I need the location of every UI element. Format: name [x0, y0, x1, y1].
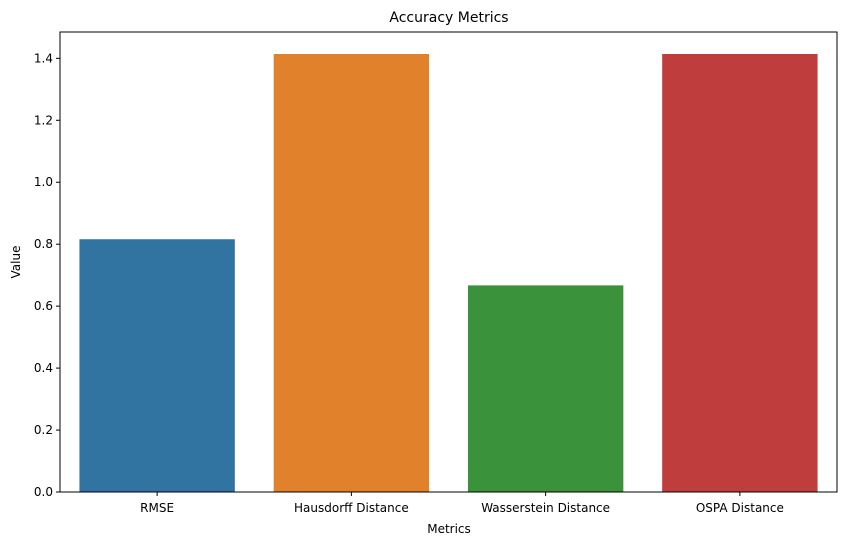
y-axis-label: Value — [9, 246, 23, 279]
plot-frame — [59, 31, 838, 493]
x-tick-label: Hausdorff Distance — [294, 501, 409, 515]
x-tick-label: OSPA Distance — [696, 501, 784, 515]
y-tick-label: 1.4 — [34, 51, 53, 65]
x-tick-label: Wasserstein Distance — [481, 501, 610, 515]
y-tick-label: 1.2 — [34, 113, 53, 127]
chart-title: Accuracy Metrics — [389, 10, 508, 26]
y-tick-label: 0.0 — [34, 485, 53, 499]
bars-group — [79, 53, 818, 493]
y-tick-label: 0.8 — [34, 237, 53, 251]
x-axis: RMSE Hausdorff Distance Wasserstein Distan… — [140, 492, 784, 515]
y-axis: 0.0 0.2 0.4 0.6 0.8 1.0 1.2 1.4 — [34, 51, 60, 499]
bar-3 — [662, 53, 818, 493]
x-axis-label: Metrics — [427, 522, 471, 536]
bar-0 — [79, 239, 235, 492]
x-tick-label: RMSE — [140, 501, 174, 515]
bar-2 — [467, 285, 624, 492]
y-tick-label: 1.0 — [34, 175, 53, 189]
y-tick-label: 0.2 — [34, 423, 53, 437]
y-tick-label: 0.4 — [34, 361, 53, 375]
y-tick-label: 0.6 — [34, 299, 53, 313]
bar-1 — [273, 53, 430, 493]
